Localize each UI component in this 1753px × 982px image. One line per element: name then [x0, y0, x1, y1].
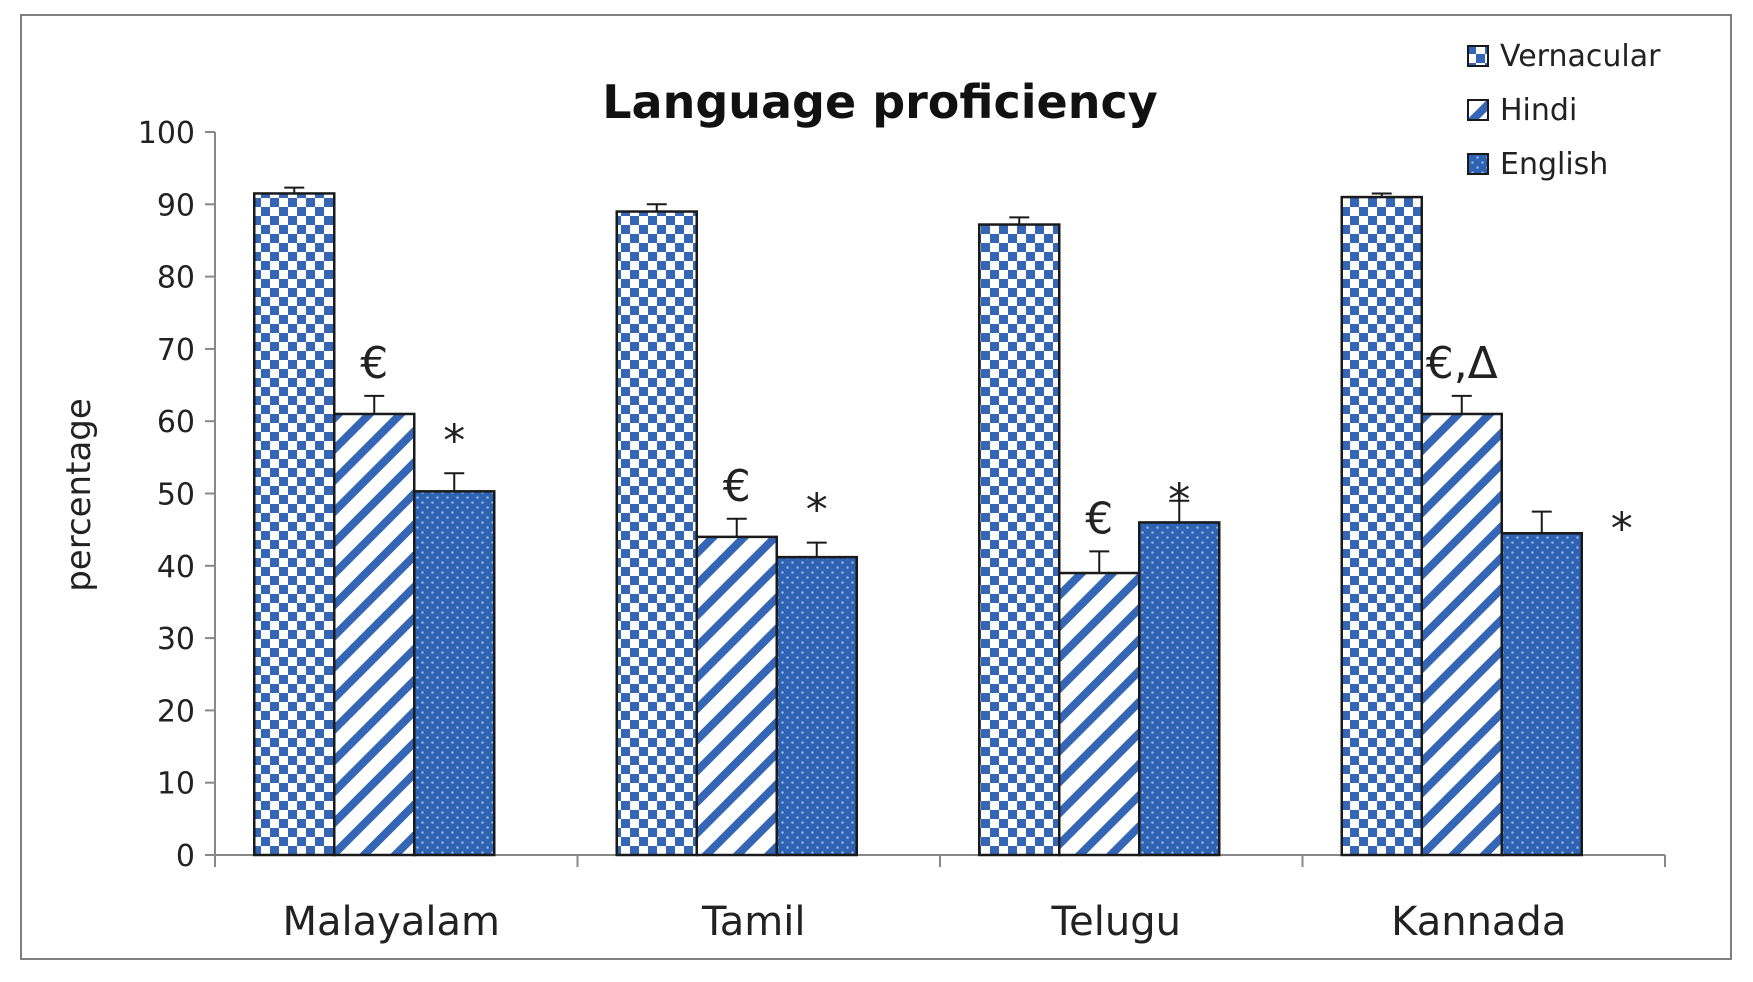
- significance-annotation: *: [1168, 475, 1190, 526]
- bar-english-tamil: [775, 555, 858, 857]
- y-tick-label: 40: [157, 550, 195, 585]
- bar-english-kannada: [1500, 532, 1583, 857]
- legend: Vernacular Hindi English: [1467, 39, 1661, 182]
- y-tick-label: 10: [157, 767, 195, 802]
- y-tick-label: 100: [138, 116, 195, 151]
- y-tick-label: 0: [176, 839, 195, 874]
- y-tick-label: 70: [157, 333, 195, 368]
- bar-hindi-tamil: [695, 535, 778, 857]
- y-tick-label: 50: [157, 478, 195, 513]
- significance-annotation: *: [806, 485, 828, 536]
- bar-vernacular-telugu: [978, 223, 1061, 857]
- annotations-group: € * € * € * €,Δ *: [360, 338, 1633, 554]
- bar-hindi-telugu: [1058, 571, 1141, 857]
- bar-hindi-kannada: [1420, 412, 1503, 857]
- x-tick-label: Kannada: [1391, 899, 1566, 945]
- y-axis-label: percentage: [59, 398, 99, 592]
- chart-title: Language proficiency: [602, 75, 1158, 129]
- error-bars-group: [284, 186, 1552, 574]
- significance-annotation: €: [1085, 493, 1113, 544]
- y-tick-label: 20: [157, 694, 195, 729]
- legend-swatch: [1467, 153, 1489, 175]
- y-tick-label: 90: [157, 188, 195, 223]
- x-tick-label: Telugu: [1051, 899, 1181, 945]
- y-tick-label: 60: [157, 405, 195, 440]
- significance-annotation: €: [723, 461, 751, 512]
- bar-english-telugu: [1138, 521, 1221, 857]
- bar-vernacular-tamil: [615, 210, 698, 857]
- x-tick-label: Malayalam: [283, 899, 500, 945]
- legend-swatch: [1467, 99, 1489, 121]
- legend-label: Hindi: [1500, 93, 1577, 128]
- bar-vernacular-malayalam: [253, 192, 336, 857]
- bar-hindi-malayalam: [333, 412, 416, 857]
- bars-group: [253, 192, 1583, 857]
- y-tick-label: 80: [157, 261, 195, 296]
- significance-annotation: €,Δ: [1426, 338, 1498, 389]
- legend-label: English: [1500, 147, 1608, 182]
- y-tick-label: 30: [157, 622, 195, 657]
- bar-english-malayalam: [413, 490, 496, 857]
- bar-vernacular-kannada: [1340, 195, 1423, 857]
- significance-annotation: €: [360, 338, 388, 389]
- significance-annotation: *: [1611, 503, 1633, 554]
- legend-swatch: [1467, 45, 1489, 67]
- legend-label: Vernacular: [1500, 39, 1661, 74]
- significance-annotation: *: [443, 415, 465, 466]
- x-tick-label: Tamil: [701, 899, 806, 945]
